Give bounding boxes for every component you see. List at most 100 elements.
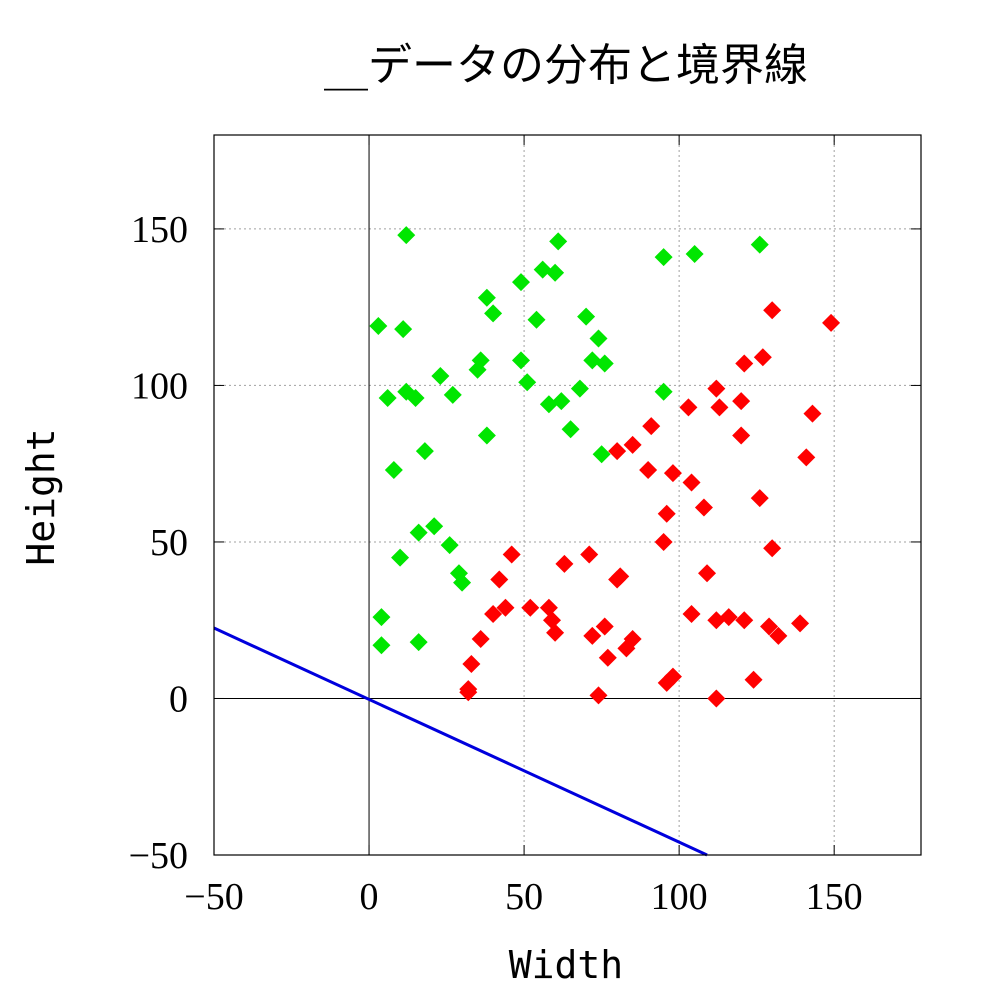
green-diamond-point [440,536,459,555]
green-diamond-point [533,260,552,279]
boundary-lines [213,626,708,857]
green-diamond-point [431,367,450,386]
red-diamond-point [719,608,738,627]
green-diamond-point [443,385,462,404]
green-diamond-point [453,573,472,592]
red-diamond-point [710,398,729,417]
red-diamond-point [608,570,627,589]
green-diamond-point [518,373,537,392]
red-diamond-point [654,532,673,551]
green-diamond-point [527,310,546,329]
red-diamond-point [707,611,726,630]
red-diamond-point [595,617,614,636]
green-diamond-point [549,232,568,251]
grid-lines [214,135,921,855]
red-diamond-point [679,398,698,417]
green-diamond-point [378,388,397,407]
red-diamond-point [803,404,822,423]
green-diamond-point [415,442,434,461]
red-diamond-point [732,426,751,445]
green-diamond-point [539,395,558,414]
red-diamond-point [735,611,754,630]
red-diamond-point [822,313,841,332]
x-tick-label: 0 [360,876,379,918]
red-diamond-point [657,504,676,523]
red-diamond-point [682,604,701,623]
chart-title: __データの分布と境界線 [324,40,808,91]
green-diamond-point [511,351,530,370]
y-tick-label: 100 [131,365,188,407]
green-diamond-point [425,517,444,536]
x-tick-label: −50 [184,876,243,918]
red-diamond-point [580,545,599,564]
red-diamond-point [583,626,602,645]
red-diamond-point [735,354,754,373]
green-diamond-point [372,608,391,627]
green-diamond-point [570,379,589,398]
plot-frame [213,134,922,856]
red-diamond-point [608,442,627,461]
red-diamond-point [663,464,682,483]
red-diamond-point [750,489,769,508]
green-diamond-point [583,351,602,370]
green-diamond-point [589,329,608,348]
red-diamond-point [490,570,509,589]
green-diamond-point [552,392,571,411]
red-diamond-point [753,348,772,367]
green-diamond-point [577,307,596,326]
red-diamond-point [471,630,490,648]
x-tick-label: 150 [806,876,863,918]
red-diamond-point [657,673,676,692]
red-diamond-point [484,604,503,623]
y-tick-label: 50 [150,522,188,564]
red-diamond-point [546,623,565,642]
red-diamond-point [555,554,574,573]
red-diamond-point [623,435,642,454]
red-diamond-point [707,689,726,708]
green-diamond-point [468,360,487,379]
red-diamond-point [589,686,608,705]
green-diamond-point [685,244,704,263]
red-diamond-point [642,417,661,436]
green-diamond-point [406,388,425,407]
x-tick-label: 50 [505,876,543,918]
green-diamond-point [595,354,614,373]
red-diamond-point [598,648,617,667]
green-diamond-point [391,548,410,567]
red-diamond-point [521,598,540,617]
red-diamond-point [707,379,726,398]
red-diamond-point [760,617,779,636]
green-diamond-point [750,235,769,254]
green-diamond-point [592,445,611,464]
green-diamond-point [409,523,428,542]
red-diamond-point [763,539,782,558]
boundary-line [213,626,708,857]
x-axis-label: Width [509,943,623,987]
data-points [369,226,841,708]
red-diamond-point [496,598,515,617]
zero-axis-lines [214,135,921,855]
red-diamond-point [639,460,658,479]
red-diamond-point [539,598,558,617]
green-diamond-point [546,263,565,282]
y-tick-label: 150 [131,209,188,251]
green-diamond-point [409,633,428,652]
green-diamond-point [477,426,496,445]
red-diamond-point [797,448,816,467]
red-diamond-point [744,670,763,689]
green-diamond-point [511,273,530,292]
red-diamond-point [542,611,561,630]
axis-ticks: −50 0 50 100 150 −50 0 50 100 150 [129,135,921,918]
red-diamond-point [791,614,810,633]
y-tick-label: 0 [169,678,188,720]
green-diamond-point [372,636,391,655]
red-diamond-point [459,683,478,702]
green-diamond-point [384,460,403,479]
red-diamond-point [763,301,782,320]
red-diamond-point [617,639,636,658]
green-diamond-point [397,226,416,245]
x-tick-label: 100 [651,876,708,918]
red-diamond-point [698,564,717,583]
y-axis-label: Height [19,428,63,565]
